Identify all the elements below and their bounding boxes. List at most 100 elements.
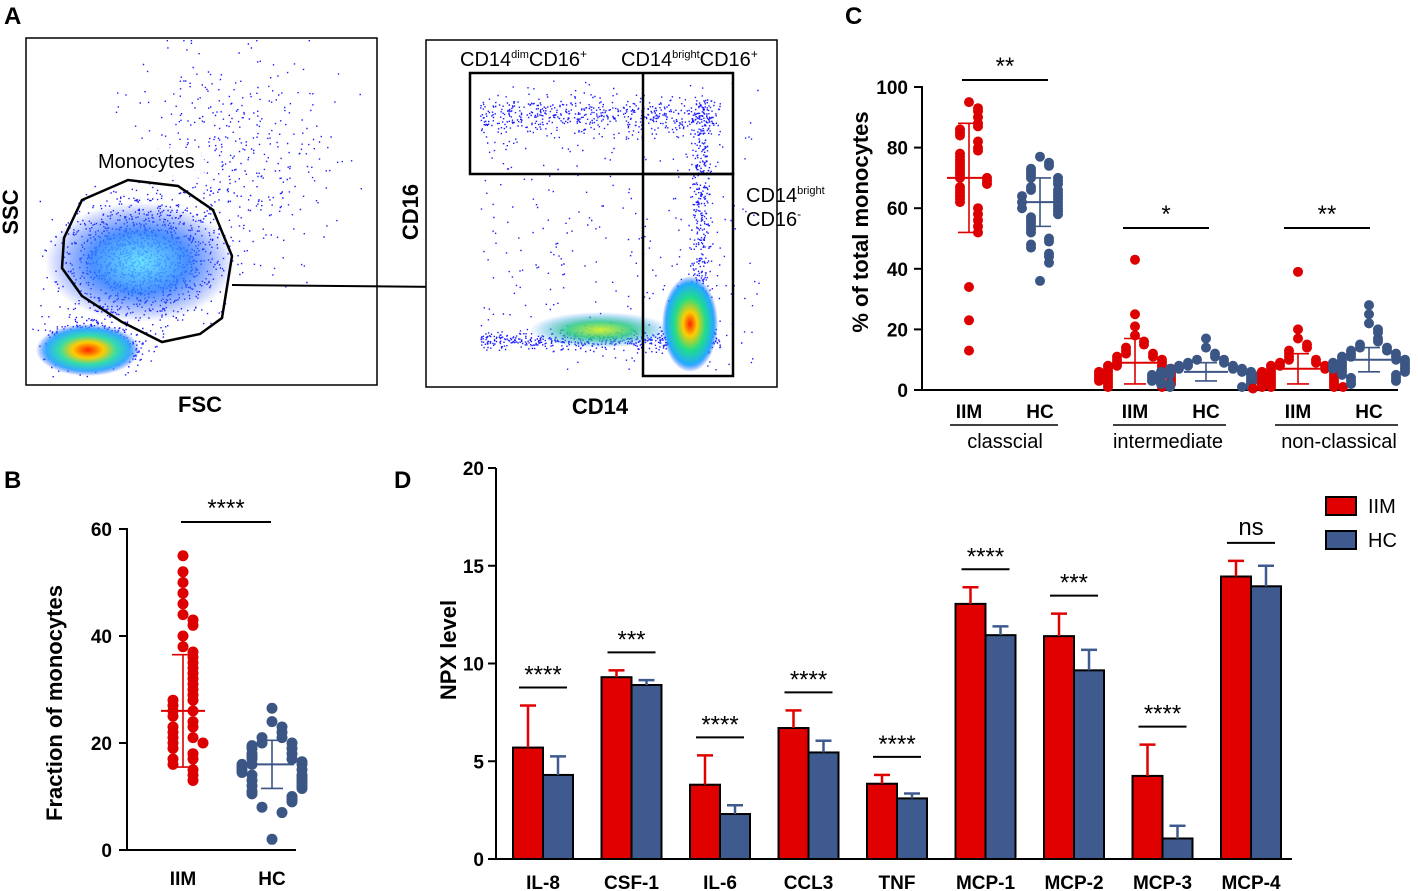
d-y-axis-label: NPX level — [436, 600, 461, 700]
c-2-hc-point-6 — [1373, 336, 1383, 347]
c-group-label-nonclassical: non-classical — [1281, 431, 1397, 453]
monocyte-gate-label: Monocytes — [98, 151, 195, 173]
gate-label-cd14bright-line1: CD14bright — [746, 185, 825, 207]
c-y-tick-label-5: 100 — [876, 78, 908, 99]
c-2-hc-point-36 — [1391, 375, 1401, 386]
monocyte-gate — [60, 178, 234, 344]
c-group-label-classical: classcial — [967, 431, 1043, 453]
d-y-tick-label-4: 20 — [463, 459, 484, 480]
c-2-iim-point-2 — [1293, 333, 1303, 344]
b-x-label-iim: IIM — [170, 869, 196, 890]
c-0-hc-point-0 — [1035, 151, 1045, 162]
d-y-tick-label-3: 15 — [463, 557, 485, 578]
panel-letter-a: A — [4, 3, 21, 30]
d-bar-mcp-2-hc — [1073, 669, 1105, 861]
d-y-tick-label-1: 5 — [473, 752, 484, 773]
cd16-negative-gate — [641, 172, 735, 378]
c-0-iim-point-36 — [964, 315, 974, 326]
c-y-tick-label-3: 60 — [887, 199, 908, 220]
c-2-hc-point-32 — [1337, 369, 1347, 380]
d-bars: IL-8 **** CSF-1 *** IL-6 **** CCL3 **** TNF **** M… — [512, 514, 1282, 891]
c-0-iim-point-11 — [973, 145, 983, 156]
d-bar-csf-1-iim — [600, 676, 633, 860]
d-x-label-mcp-1: MCP-1 — [956, 873, 1016, 891]
c-sig-label-classical: ** — [996, 53, 1015, 80]
c-sig-label-nonclassical: ** — [1318, 201, 1337, 228]
cd14bright-hotspot — [662, 276, 718, 372]
c-y-ticks: 0 20 40 60 80 100 — [876, 78, 922, 402]
c-1-hc-point-34 — [1156, 378, 1166, 389]
gate-label-bg — [94, 148, 204, 178]
c-y-tick-label-0: 0 — [897, 381, 908, 402]
c-2-hc-point-2 — [1364, 318, 1374, 329]
cd14-axis-label: CD14 — [572, 394, 629, 419]
c-x-label-intermediate-iim: IIM — [1122, 402, 1148, 423]
c-2-iim-point-1 — [1293, 324, 1303, 335]
panel-letter-c: C — [845, 3, 862, 30]
d-bar-mcp-2-iim — [1043, 635, 1075, 860]
c-1-iim-point-5 — [1139, 339, 1149, 350]
c-sig-label-intermediate: * — [1161, 201, 1170, 228]
c-1-iim-point-2 — [1130, 321, 1140, 332]
b-hc-point-38 — [256, 801, 268, 813]
d-y-ticks: 0 5 10 15 20 — [463, 459, 496, 871]
b-y-tick-label-2: 40 — [91, 627, 112, 648]
c-0-hc-point-31 — [1044, 236, 1054, 247]
d-sig-label-mcp-2: *** — [1060, 570, 1088, 597]
c-2-iim-point-0 — [1293, 266, 1303, 277]
b-points — [161, 550, 308, 845]
c-1-hc-point-8 — [1183, 360, 1193, 371]
c-2-hc-point-30 — [1400, 366, 1410, 377]
c-1-hc-point-35 — [1237, 381, 1247, 392]
c-1-hc-point-15 — [1237, 366, 1247, 377]
legend-swatch-hc — [1325, 530, 1357, 550]
c-2-iim-point-8 — [1284, 354, 1294, 365]
legend-label-hc: HC — [1368, 530, 1397, 552]
c-1-iim-point-8 — [1121, 348, 1131, 359]
c-2-iim-point-10 — [1311, 357, 1321, 368]
b-hc-point-40 — [266, 833, 278, 845]
c-1-hc-point-11 — [1228, 363, 1238, 374]
b-iim-point-8 — [177, 630, 189, 642]
b-hc-point-4 — [276, 732, 288, 744]
b-iim-point-29 — [187, 732, 199, 744]
b-y-tick-label-1: 20 — [91, 734, 112, 755]
c-0-iim-point-23 — [982, 178, 992, 189]
d-bar-il-6-hc — [719, 813, 751, 860]
cd16-positive-gate — [468, 71, 735, 176]
d-x-label-il-8: IL-8 — [526, 873, 560, 891]
c-1-hc-point-0 — [1201, 333, 1211, 344]
d-bar-il-6-iim — [689, 783, 721, 861]
d-bar-ccl3-hc — [807, 751, 840, 861]
d-x-label-mcp-4: MCP-4 — [1221, 873, 1281, 891]
b-hc-point-14 — [286, 753, 298, 765]
c-y-tick-label-4: 80 — [887, 139, 908, 160]
c-0-iim-point-37 — [964, 345, 974, 356]
d-bar-il-8-hc — [542, 773, 574, 860]
b-hc-point-34 — [246, 788, 258, 800]
c-1-hc-point-12 — [1174, 363, 1184, 374]
c-2-hc-point-1 — [1364, 309, 1374, 320]
b-iim-point-5 — [177, 609, 189, 621]
gate-arrow-line — [231, 284, 445, 288]
c-0-hc-point-37 — [1035, 275, 1045, 286]
legend-swatch-iim — [1325, 496, 1357, 516]
d-bar-tnf-hc — [896, 797, 928, 861]
d-sig-label-mcp-1: **** — [967, 543, 1004, 570]
d-bar-ccl3-iim — [777, 727, 810, 861]
d-y-tick-label-2: 10 — [463, 655, 484, 676]
fsc-axis-label: FSC — [178, 392, 222, 417]
c-y-tick-label-2: 40 — [887, 260, 908, 281]
c-2-hc-point-17 — [1391, 354, 1401, 365]
b-iim-point-19 — [187, 694, 199, 706]
c-1-hc-point-1 — [1201, 342, 1211, 353]
d-bar-tnf-iim — [866, 782, 898, 860]
d-x-label-tnf: TNF — [879, 873, 916, 891]
b-iim-point-24 — [167, 710, 179, 722]
b-y-ticks: 0 20 40 60 — [91, 520, 127, 862]
c-0-hc-point-11 — [1026, 185, 1036, 196]
c-0-iim-point-35 — [964, 281, 974, 292]
c-1-hc-point-6 — [1219, 357, 1229, 368]
d-bar-mcp-3-iim — [1131, 774, 1164, 860]
